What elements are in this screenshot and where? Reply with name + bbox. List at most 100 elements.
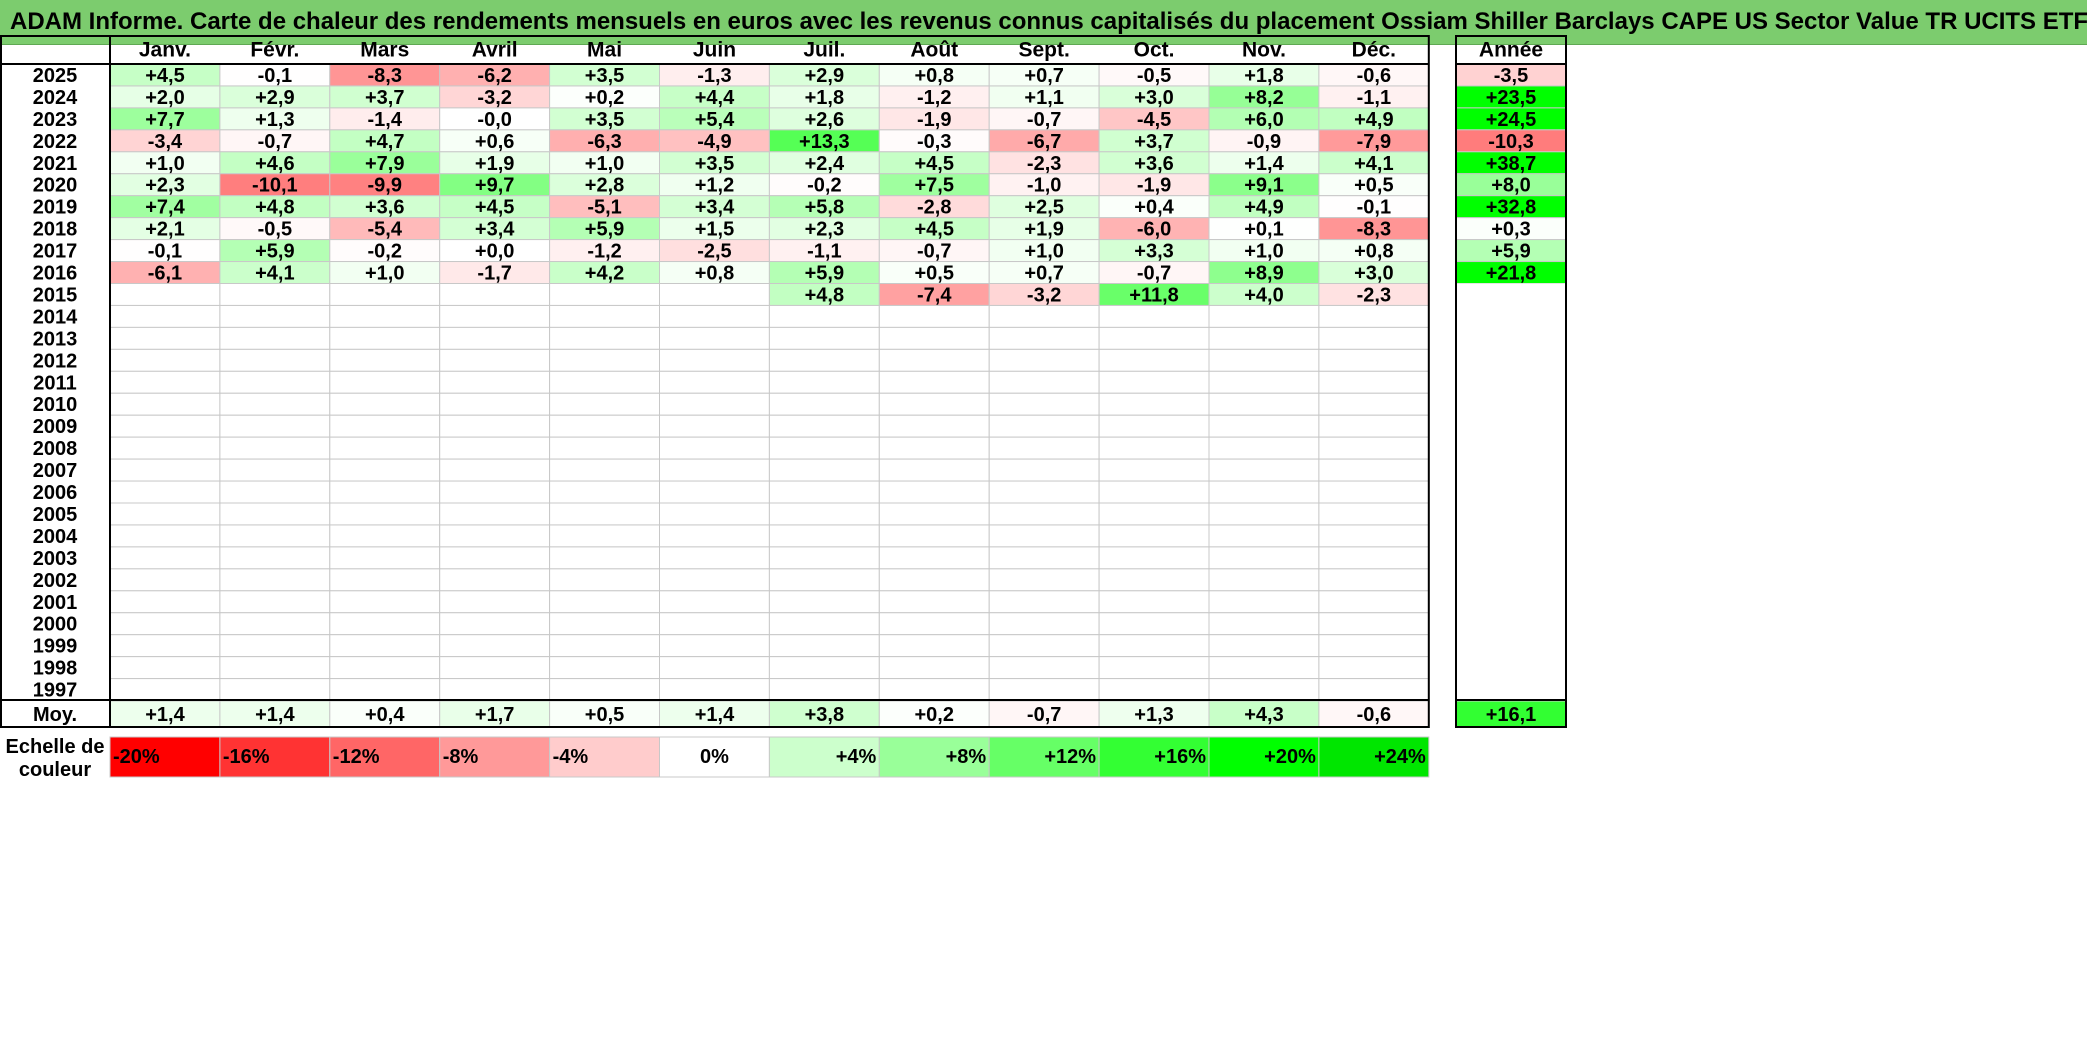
cell-value: +2,0 [145, 87, 184, 109]
cell-value: -0,0 [477, 109, 511, 131]
year-label: 2002 [33, 570, 78, 592]
heat-cell [878, 524, 990, 548]
cell-value: -1,4 [368, 109, 403, 131]
heat-cell [1318, 656, 1430, 680]
year-label: 2015 [33, 284, 78, 306]
cell-value: +7,4 [145, 197, 185, 219]
month-header: Févr. [250, 39, 299, 62]
heat-cell [878, 612, 990, 636]
year-label: 2011 [33, 372, 76, 394]
cell-value: +1,3 [255, 109, 294, 131]
year-label: 2024 [33, 87, 78, 109]
annual-cell [1456, 503, 1566, 525]
heat-cell [988, 414, 1100, 438]
annual-cell [1456, 546, 1566, 569]
heat-cell [768, 348, 880, 372]
cell-value: +3,5 [585, 65, 624, 87]
heat-cell [439, 502, 551, 526]
cell-value: +2,6 [805, 109, 844, 131]
avg-value: -0,6 [1357, 704, 1391, 726]
heat-cell [878, 678, 990, 702]
cell-value: +0,1 [1244, 219, 1283, 241]
heat-cell [1208, 502, 1320, 526]
heat-cell [549, 524, 660, 548]
cell-value: -2,5 [697, 241, 731, 263]
year-label: 2025 [33, 65, 78, 87]
cell-value: -0,7 [258, 131, 292, 153]
year-label: 2010 [33, 394, 78, 416]
cell-value: -1,9 [917, 109, 951, 131]
heat-cell [878, 414, 990, 438]
heat-cell [219, 458, 331, 482]
heat-cell [1208, 326, 1320, 350]
annual-cell [1456, 415, 1566, 438]
heat-cell [219, 480, 331, 504]
scale-label-value: 0% [700, 746, 729, 768]
heat-cell [1318, 326, 1430, 350]
cell-value: +3,7 [1134, 131, 1173, 153]
annual-cell [1456, 612, 1566, 635]
cell-value: +7,7 [145, 109, 184, 131]
heat-cell [219, 678, 331, 702]
cell-value: -5,4 [368, 219, 403, 241]
cell-value: +2,3 [145, 175, 184, 197]
cell-value: -3,2 [477, 87, 511, 109]
heat-cell [988, 502, 1100, 526]
annual-cell [1456, 459, 1566, 482]
heat-cell [768, 480, 880, 504]
scale-label-value: -8% [443, 746, 479, 768]
heat-cell [219, 502, 331, 526]
cell-value: +11,8 [1129, 284, 1179, 306]
annual-cell [1456, 568, 1566, 591]
heat-cell [1318, 304, 1430, 328]
avg-label: Moy. [33, 704, 77, 726]
cell-value: +1,0 [145, 153, 184, 175]
year-label: 2001 [33, 592, 78, 614]
annual-cell [1456, 656, 1566, 679]
avg-value: +1,7 [475, 704, 514, 726]
heat-cell [768, 656, 880, 680]
year-label: 2012 [33, 350, 78, 372]
heat-cell [988, 304, 1100, 328]
cell-value: -6,0 [1137, 219, 1171, 241]
heat-cell [1208, 656, 1320, 680]
avg-value: +0,4 [365, 704, 405, 726]
cell-value: +0,6 [475, 131, 514, 153]
heat-cell [549, 414, 660, 438]
scale-swatch [768, 736, 880, 778]
year-header: Année [1479, 39, 1543, 62]
annual-value: -3,5 [1494, 65, 1528, 87]
heat-cell [219, 568, 331, 592]
year-label: 2023 [33, 109, 78, 131]
heat-cell [768, 546, 880, 570]
heat-cell [768, 524, 880, 548]
heat-cell [219, 524, 331, 548]
avg-value: +0,5 [585, 704, 624, 726]
heat-cell [878, 348, 990, 372]
heat-cell [439, 414, 551, 438]
year-label: 2021 [33, 153, 78, 175]
year-label: 2000 [33, 614, 78, 636]
heat-cell [219, 634, 331, 658]
heat-cell [1208, 568, 1320, 592]
cell-value: -0,1 [1357, 197, 1391, 219]
cell-value: +1,9 [475, 153, 514, 175]
heat-cell [659, 634, 770, 658]
scale-label-value: -4% [553, 746, 589, 768]
cell-value: +1,4 [1244, 153, 1284, 175]
annual-cell [1456, 393, 1566, 416]
month-header: Janv. [139, 39, 191, 62]
heat-cell [659, 678, 770, 702]
cell-value: -1,1 [1357, 87, 1391, 109]
heat-cell [219, 283, 331, 306]
heat-cell [988, 678, 1100, 702]
heat-cell [659, 480, 770, 504]
cell-value: +4,1 [1354, 153, 1393, 175]
cell-value: +3,5 [585, 109, 624, 131]
heat-cell [878, 568, 990, 592]
cell-value: +4,8 [805, 284, 844, 306]
month-header: Oct. [1134, 39, 1175, 62]
cell-value: +0,7 [1024, 65, 1063, 87]
heat-cell [878, 436, 990, 460]
year-label: 1999 [33, 636, 78, 658]
